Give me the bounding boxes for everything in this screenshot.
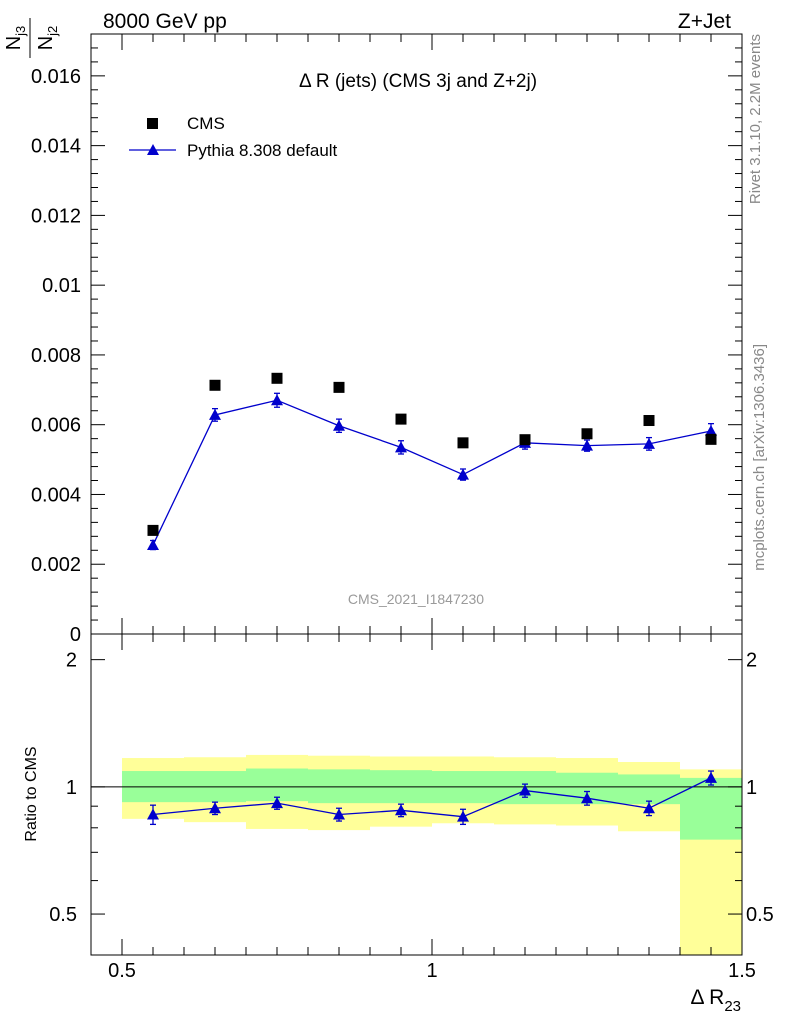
- cms-point: [271, 372, 283, 384]
- ratio-tick-label-left: 0.5: [49, 904, 77, 926]
- y-tick-label: 0.012: [31, 205, 81, 227]
- pythia-point: [643, 437, 655, 449]
- pythia-point: [271, 394, 283, 406]
- pythia-point: [333, 419, 345, 431]
- ratio-point: [705, 771, 717, 783]
- x-tick-label: 1.5: [728, 960, 756, 982]
- ratio-inner-band: [246, 768, 308, 802]
- ratio-plot-frame: [90, 633, 743, 956]
- ratio-point: [457, 810, 469, 822]
- y-tick-label: 0.01: [42, 275, 81, 297]
- source-url-label: mcplots.cern.ch [arXiv:1306.3436]: [751, 344, 768, 571]
- rivet-info-label: Rivet 3.1.10, 2.2M events: [747, 34, 764, 204]
- legend-cms-marker: [147, 118, 158, 129]
- cms-point: [147, 524, 159, 536]
- ratio-point: [581, 792, 593, 804]
- legend-cms-label: CMS: [187, 114, 225, 133]
- analysis-watermark: CMS_2021_I1847230: [348, 591, 484, 607]
- y-tick-label: 0.004: [31, 484, 81, 506]
- cms-point: [457, 437, 469, 449]
- legend-pythia-label: Pythia 8.308 default: [187, 141, 338, 160]
- pythia-point: [705, 424, 717, 436]
- cms-point: [581, 428, 593, 440]
- pythia-point: [581, 439, 593, 451]
- y-tick-label: 0: [70, 624, 81, 646]
- y-tick-label: 0.006: [31, 415, 81, 437]
- pythia-point: [147, 539, 159, 551]
- y-tick-label: 0.014: [31, 136, 81, 158]
- y-tick-label: 0.016: [31, 66, 81, 88]
- pythia-point: [209, 408, 221, 420]
- ratio-point: [519, 784, 531, 796]
- ratio-tick-label-right: 0.5: [746, 904, 774, 926]
- ratio-tick-label-left: 2: [66, 650, 77, 672]
- ratio-line: [152, 777, 712, 818]
- legend: CMS Pythia 8.308 default: [129, 114, 338, 160]
- cms-point: [705, 433, 717, 445]
- header-right-label: Z+Jet: [678, 10, 731, 33]
- cms-point: [643, 415, 655, 427]
- x-axis-label: Δ R23: [690, 986, 741, 1015]
- y-tick-label: 0.008: [31, 345, 81, 367]
- ratio-point: [209, 802, 221, 814]
- x-tick-label: 0.5: [108, 960, 136, 982]
- cms-point: [395, 413, 407, 425]
- legend-pythia-marker: [147, 144, 159, 155]
- ratio-point: [643, 802, 655, 814]
- svg-text:Nj2: Nj2: [35, 26, 60, 51]
- cms-point: [333, 381, 345, 393]
- pythia-point: [457, 468, 469, 480]
- chart-title: Δ R (jets) (CMS 3j and Z+2j): [299, 71, 537, 92]
- main-y-axis-label: Nj3 Nj2: [3, 18, 60, 58]
- svg-text:Nj3: Nj3: [3, 26, 28, 51]
- ratio-point: [333, 808, 345, 820]
- x-tick-label: 1: [426, 960, 437, 982]
- ratio-point: [395, 804, 407, 816]
- ratio-point: [271, 797, 283, 809]
- pythia-line: [152, 399, 712, 546]
- cms-point: [209, 379, 221, 391]
- ratio-inner-band: [308, 769, 370, 804]
- ratio-tick-label-right: 1: [746, 777, 757, 799]
- pythia-point: [395, 441, 407, 453]
- cms-point: [519, 434, 531, 446]
- ratio-inner-band: [618, 774, 680, 805]
- ratio-point: [147, 808, 159, 820]
- header-left-label: 8000 GeV pp: [103, 10, 227, 33]
- y-tick-label: 0.002: [31, 554, 81, 576]
- ratio-y-axis-label: Ratio to CMS: [23, 746, 40, 841]
- ratio-tick-label-left: 1: [66, 777, 77, 799]
- ratio-tick-label-right: 2: [746, 650, 757, 672]
